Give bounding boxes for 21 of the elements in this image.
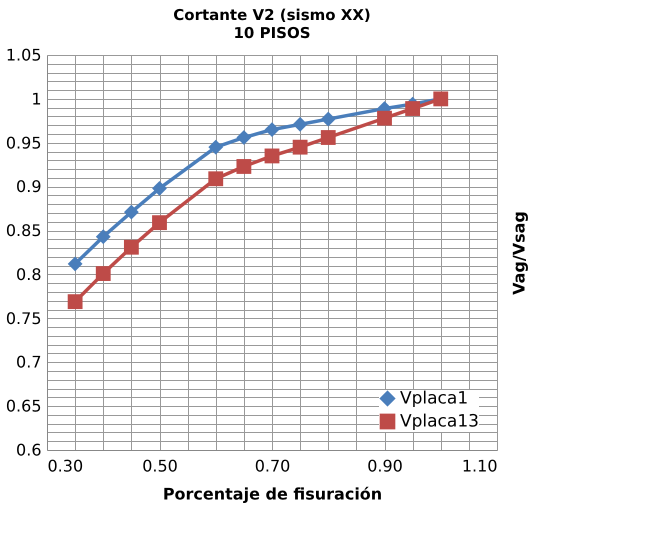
x-tick-label: 0.90 <box>367 456 403 476</box>
x-tick-label: 0.30 <box>48 456 84 476</box>
x-tick-label: 0.50 <box>142 456 178 476</box>
y-tick-label: 0.9 <box>16 177 42 196</box>
x-axis-title: Porcentaje de fisuración <box>162 484 382 504</box>
x-tick-label: 0.70 <box>254 456 290 476</box>
legend-label: Vplaca13 <box>400 412 479 432</box>
legend-label: Vplaca1 <box>400 388 468 408</box>
y-tick-label: 0.95 <box>6 133 42 152</box>
y-tick-label: 1 <box>31 89 42 108</box>
y-tick-label: 0.8 <box>16 264 42 284</box>
x-tick-label: 1.10 <box>462 456 498 476</box>
y-tick-label: 1.05 <box>6 46 42 64</box>
y-tick-label: 0.6 <box>16 440 42 460</box>
y-axis-title: Vag/Vsag <box>510 211 528 295</box>
y-tick-label: 0.85 <box>6 221 42 240</box>
y-tick-label: 0.7 <box>16 352 42 372</box>
chart-title: Cortante V2 (sismo XX) <box>173 6 371 24</box>
y-tick-label: 0.75 <box>6 308 42 328</box>
y-tick-label: 0.65 <box>6 396 42 416</box>
chart-subtitle: 10 PISOS <box>233 24 311 42</box>
